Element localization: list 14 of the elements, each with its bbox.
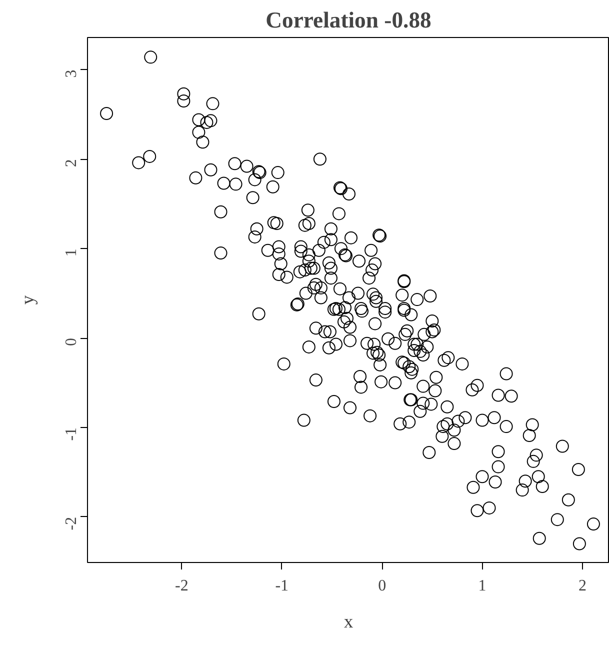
x-axis-title: x [344, 612, 354, 632]
y-axis-title: y [18, 294, 38, 305]
y-tick-label: -2 [63, 516, 80, 530]
y-tick-label: 1 [63, 248, 80, 257]
x-tick-label: 2 [578, 578, 586, 594]
x-tick-label: 1 [478, 578, 486, 594]
y-tick-label: -1 [63, 427, 80, 441]
x-tick-label: -2 [175, 578, 188, 594]
x-tick-label: 0 [378, 578, 386, 594]
x-tick-label: -1 [275, 578, 289, 594]
y-tick-label: 3 [63, 70, 80, 78]
y-tick-label: 2 [63, 159, 80, 168]
chart-title: Correlation -0.88 [266, 8, 432, 32]
y-tick-label: 0 [63, 338, 80, 346]
